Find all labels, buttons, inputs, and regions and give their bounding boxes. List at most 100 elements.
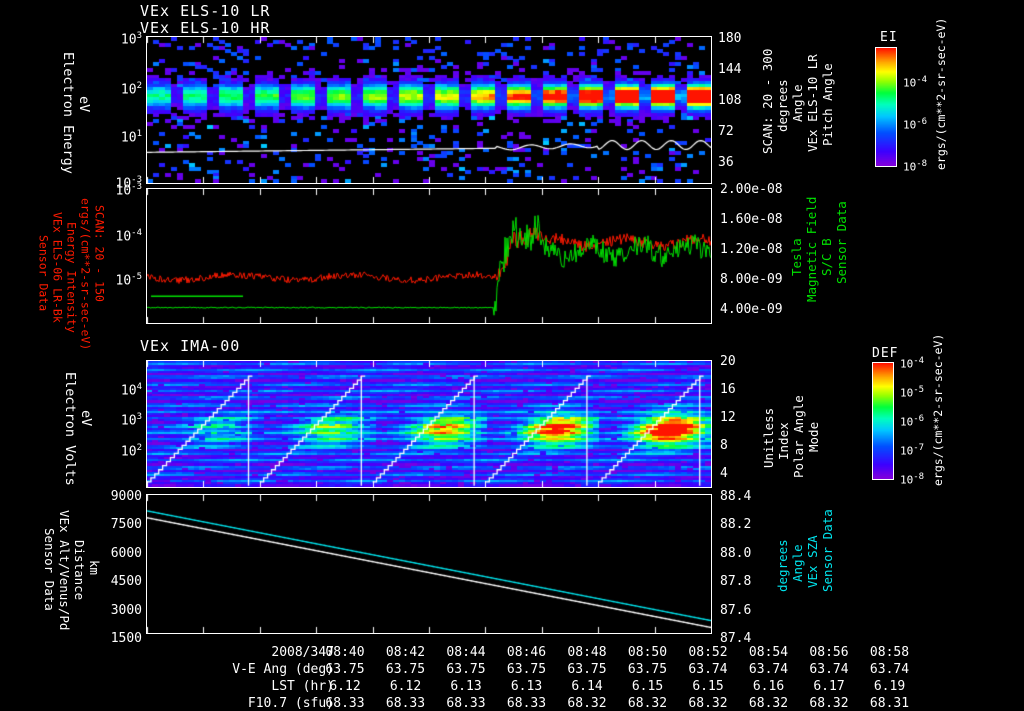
panel4-left-label-sensor-data: Sensor Data — [41, 528, 57, 611]
colorbar1-tick-2: 10-6 — [903, 117, 928, 132]
colorbar3-units: ergs/(cm**2-sr-sec-eV) — [931, 333, 945, 486]
bottom-table-cell-r2-c5: 6.15 — [631, 679, 664, 694]
colorbar1-tick-1-exp: -4 — [916, 75, 928, 85]
panel3-right-ytick-20: 20 — [720, 354, 736, 369]
colorbar3-tick-5-exp: -8 — [913, 472, 925, 482]
colorbar1-units: ergs/(cm**2-sr-sec-eV) — [934, 17, 948, 170]
panel4-right-ytick-4: 87.8 — [720, 574, 752, 589]
panel1-ytick-10-exp: 1 — [136, 129, 142, 139]
colorbar1[interactable] — [875, 47, 897, 167]
panel1-right-ytick-72: 72 — [718, 124, 734, 139]
bottom-table-cell-r2-c6: 6.15 — [692, 679, 724, 694]
bottom-table-cell-r0-c3: 08:46 — [506, 645, 547, 660]
panel2-right-ytick-5: 4.00e-09 — [720, 302, 783, 317]
bottom-table-cell-r3-c9: 68.31 — [869, 696, 910, 711]
bottom-table-cell-r3-c0: 68.33 — [325, 696, 365, 711]
colorbar3-tick-3: 10-6 — [900, 414, 925, 429]
bottom-table-cell-r0-c2: 08:44 — [446, 645, 486, 660]
panel1-ytick-10: 101 — [120, 129, 142, 146]
panel2-ytick-3-exp: -5 — [131, 272, 142, 282]
panel3-plot-area[interactable] — [146, 360, 712, 488]
panel1-right-label-angle: Angle — [790, 84, 805, 122]
panel3-title: VEx IMA-00 — [140, 337, 241, 355]
panel2-right-label-scb: S/C B — [819, 238, 834, 276]
bottom-table-cell-r1-c9: 63.74 — [869, 662, 910, 677]
colorbar3-tick-1-exp: -4 — [913, 356, 925, 366]
panel3-ytick-3: 102 — [120, 443, 142, 460]
panel2-plot-area[interactable] — [146, 188, 712, 324]
panel2-right-label-tesla: Tesla — [789, 238, 804, 276]
panel3-ytick-1: 104 — [120, 382, 142, 399]
panel2-left-label-scan: SCAN: 20 - 150 — [92, 205, 107, 302]
panel4-right-label-sensor-data: Sensor Data — [820, 509, 835, 592]
panel3-right-label-mode: Mode — [806, 421, 821, 452]
colorbar3-tick-4-exp: -7 — [913, 443, 925, 453]
panel4-ytick-9000: 9000 — [110, 489, 142, 504]
panel4-right-ytick-5: 87.6 — [720, 603, 752, 618]
bottom-table-cell-r2-c0: 6.12 — [329, 679, 361, 694]
bottom-table-cell-r1-c1: 63.75 — [385, 662, 426, 677]
panel4-left-label-km: km — [86, 560, 102, 576]
panel1-plot-area[interactable] — [146, 36, 712, 184]
bottom-table-cell-r0-c4: 08:48 — [567, 645, 607, 660]
panel1-ytick-low-exp: -3 — [131, 175, 142, 185]
colorbar3-tick-1: 10-4 — [900, 356, 925, 371]
colorbar3[interactable] — [872, 362, 894, 480]
panel1-y-axis-label-2: eV — [75, 96, 92, 113]
colorbar1-tick-1: 10-4 — [903, 75, 928, 90]
bottom-table-cell-r3-c5: 68.32 — [627, 696, 668, 711]
panel2-ytick-2: 10-4 — [115, 228, 143, 245]
panel2-left-label-sensor-data: Sensor Data — [36, 235, 51, 312]
bottom-table-cell-r3-c3: 68.33 — [506, 696, 547, 711]
colorbar3-tick-2: 10-5 — [900, 385, 925, 400]
bottom-table-cell-r1-c5: 63.75 — [627, 662, 668, 677]
panel1-title-lr: VEx ELS-10 LR — [140, 2, 271, 20]
panel4-right-ytick-2: 88.2 — [720, 517, 752, 532]
panel4-ytick-7500: 7500 — [110, 517, 142, 532]
bottom-table-cell-r1-c2: 63.75 — [446, 662, 486, 677]
panel1-right-label-instrument: VEx ELS-10 LR — [805, 54, 820, 152]
colorbar1-title: EI — [880, 30, 898, 45]
panel2-right-ytick-2: 1.60e-08 — [720, 212, 783, 227]
panel2-right-ytick-3: 1.20e-08 — [720, 242, 783, 257]
panel1-ytick-1000: 103 — [120, 31, 142, 48]
colorbar1-tick-3-exp: -8 — [916, 159, 928, 169]
panel1-y-axis-label-1: Electron Energy — [59, 52, 76, 174]
colorbar3-tick-5: 10-8 — [900, 472, 925, 487]
bottom-table-cell-r0-c5: 08:50 — [627, 645, 668, 660]
panel2-ytick-1: 10-3 — [115, 182, 143, 199]
panel1-ytick-100: 102 — [120, 81, 142, 98]
bottom-table-cell-r0-c9: 08:58 — [869, 645, 910, 660]
bottom-table-cell-r3-c7: 68.32 — [748, 696, 789, 711]
bottom-table-cell-r1-c7: 63.74 — [748, 662, 789, 677]
bottom-table-cell-r3-c1: 68.33 — [385, 696, 426, 711]
panel1-right-ytick-144: 144 — [718, 62, 742, 77]
panel4-ytick-3000: 3000 — [110, 603, 142, 618]
panel4-plot-area[interactable] — [146, 494, 712, 634]
colorbar1-tick-3: 10-8 — [903, 159, 928, 174]
panel3-right-ytick-12: 12 — [720, 410, 736, 425]
panel1-right-label-scan: SCAN: 20 - 300 — [760, 48, 775, 154]
panel4-right-ytick-3: 88.0 — [720, 546, 752, 561]
panel4-left-label-distance: Distance — [71, 540, 87, 601]
bottom-table-cell-r3-c2: 68.33 — [446, 696, 486, 711]
panel2-ytick-3: 10-5 — [115, 272, 143, 289]
panel1-ytick-1000-exp: 3 — [136, 31, 142, 41]
bottom-table-cell-r3-c8: 68.32 — [809, 696, 849, 711]
panel3-right-label-unitless: Unitless — [761, 407, 776, 468]
panel4-ytick-1500: 1500 — [110, 631, 142, 646]
panel3-right-ytick-16: 16 — [720, 382, 736, 397]
panel3-right-label-index: Index — [776, 422, 791, 460]
panel2-right-ytick-1: 2.00e-08 — [720, 182, 783, 197]
bottom-table-row-label-2: LST (hr) — [271, 679, 334, 694]
panel3-y-axis-label-2: eV — [77, 410, 94, 427]
panel4-ytick-4500: 4500 — [110, 574, 142, 589]
panel2-ytick-2-exp: -4 — [131, 228, 142, 238]
bottom-table-cell-r2-c7: 6.16 — [752, 679, 785, 694]
panel1-right-label-degrees: degrees — [775, 79, 790, 132]
bottom-table-cell-r2-c9: 6.19 — [873, 679, 906, 694]
panel2-left-label-instrument: VEx ELS-06 LR-Bk — [50, 212, 65, 323]
panel2-right-label-magnetic-field: Magnetic Field — [804, 196, 819, 302]
panel2-left-label-quantity: Energy Intensity — [64, 222, 79, 333]
